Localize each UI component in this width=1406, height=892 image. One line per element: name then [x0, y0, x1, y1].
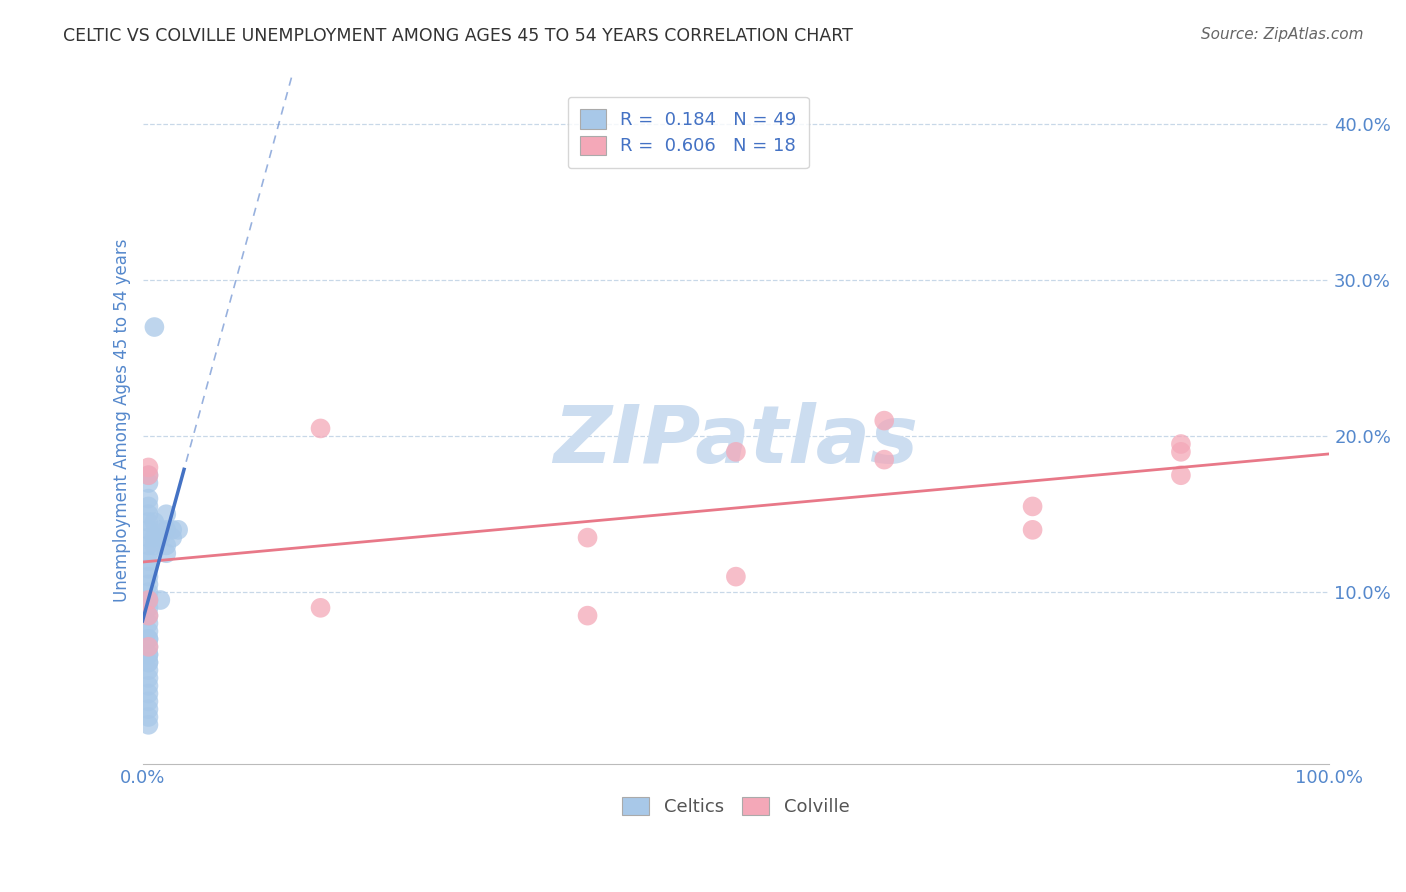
Point [149, 531, 172, 545]
Text: ZIPatlas: ZIPatlas [554, 402, 918, 480]
Point [724, 445, 747, 459]
Point [138, 640, 160, 654]
Point [138, 600, 160, 615]
Point [1170, 468, 1192, 483]
Point [138, 515, 160, 529]
Legend: Celtics, Colville: Celtics, Colville [616, 789, 856, 823]
Point [576, 608, 599, 623]
Point [138, 523, 160, 537]
Point [138, 687, 160, 701]
Point [138, 468, 160, 483]
Y-axis label: Unemployment Among Ages 45 to 54 years: Unemployment Among Ages 45 to 54 years [114, 239, 131, 602]
Point [138, 491, 160, 506]
Text: Source: ZipAtlas.com: Source: ZipAtlas.com [1201, 27, 1364, 42]
Point [138, 624, 160, 639]
Point [138, 585, 160, 599]
Point [138, 531, 160, 545]
Point [138, 569, 160, 583]
Point [138, 476, 160, 491]
Point [155, 538, 177, 552]
Point [1170, 437, 1192, 451]
Point [160, 531, 183, 545]
Point [143, 531, 166, 545]
Point [167, 523, 190, 537]
Point [138, 546, 160, 560]
Point [309, 421, 332, 435]
Point [155, 507, 177, 521]
Point [138, 608, 160, 623]
Point [724, 569, 747, 583]
Point [138, 671, 160, 685]
Point [155, 546, 177, 560]
Point [138, 608, 160, 623]
Point [138, 593, 160, 607]
Point [138, 468, 160, 483]
Point [138, 694, 160, 708]
Point [138, 554, 160, 568]
Point [138, 616, 160, 631]
Point [149, 593, 172, 607]
Point [149, 523, 172, 537]
Point [873, 414, 896, 428]
Point [309, 600, 332, 615]
Point [155, 523, 177, 537]
Point [138, 663, 160, 677]
Point [138, 648, 160, 662]
Point [138, 507, 160, 521]
Point [138, 656, 160, 670]
Point [138, 679, 160, 693]
Point [138, 632, 160, 646]
Point [143, 538, 166, 552]
Point [873, 452, 896, 467]
Point [576, 531, 599, 545]
Point [143, 320, 166, 334]
Point [138, 640, 160, 654]
Text: CELTIC VS COLVILLE UNEMPLOYMENT AMONG AGES 45 TO 54 YEARS CORRELATION CHART: CELTIC VS COLVILLE UNEMPLOYMENT AMONG AG… [63, 27, 853, 45]
Point [138, 562, 160, 576]
Point [138, 538, 160, 552]
Point [138, 648, 160, 662]
Point [143, 515, 166, 529]
Point [138, 710, 160, 724]
Point [138, 593, 160, 607]
Point [138, 632, 160, 646]
Point [138, 656, 160, 670]
Point [138, 577, 160, 591]
Point [138, 702, 160, 716]
Point [138, 500, 160, 514]
Point [138, 460, 160, 475]
Point [160, 523, 183, 537]
Point [1021, 500, 1043, 514]
Point [1170, 445, 1192, 459]
Point [1021, 523, 1043, 537]
Point [138, 718, 160, 732]
